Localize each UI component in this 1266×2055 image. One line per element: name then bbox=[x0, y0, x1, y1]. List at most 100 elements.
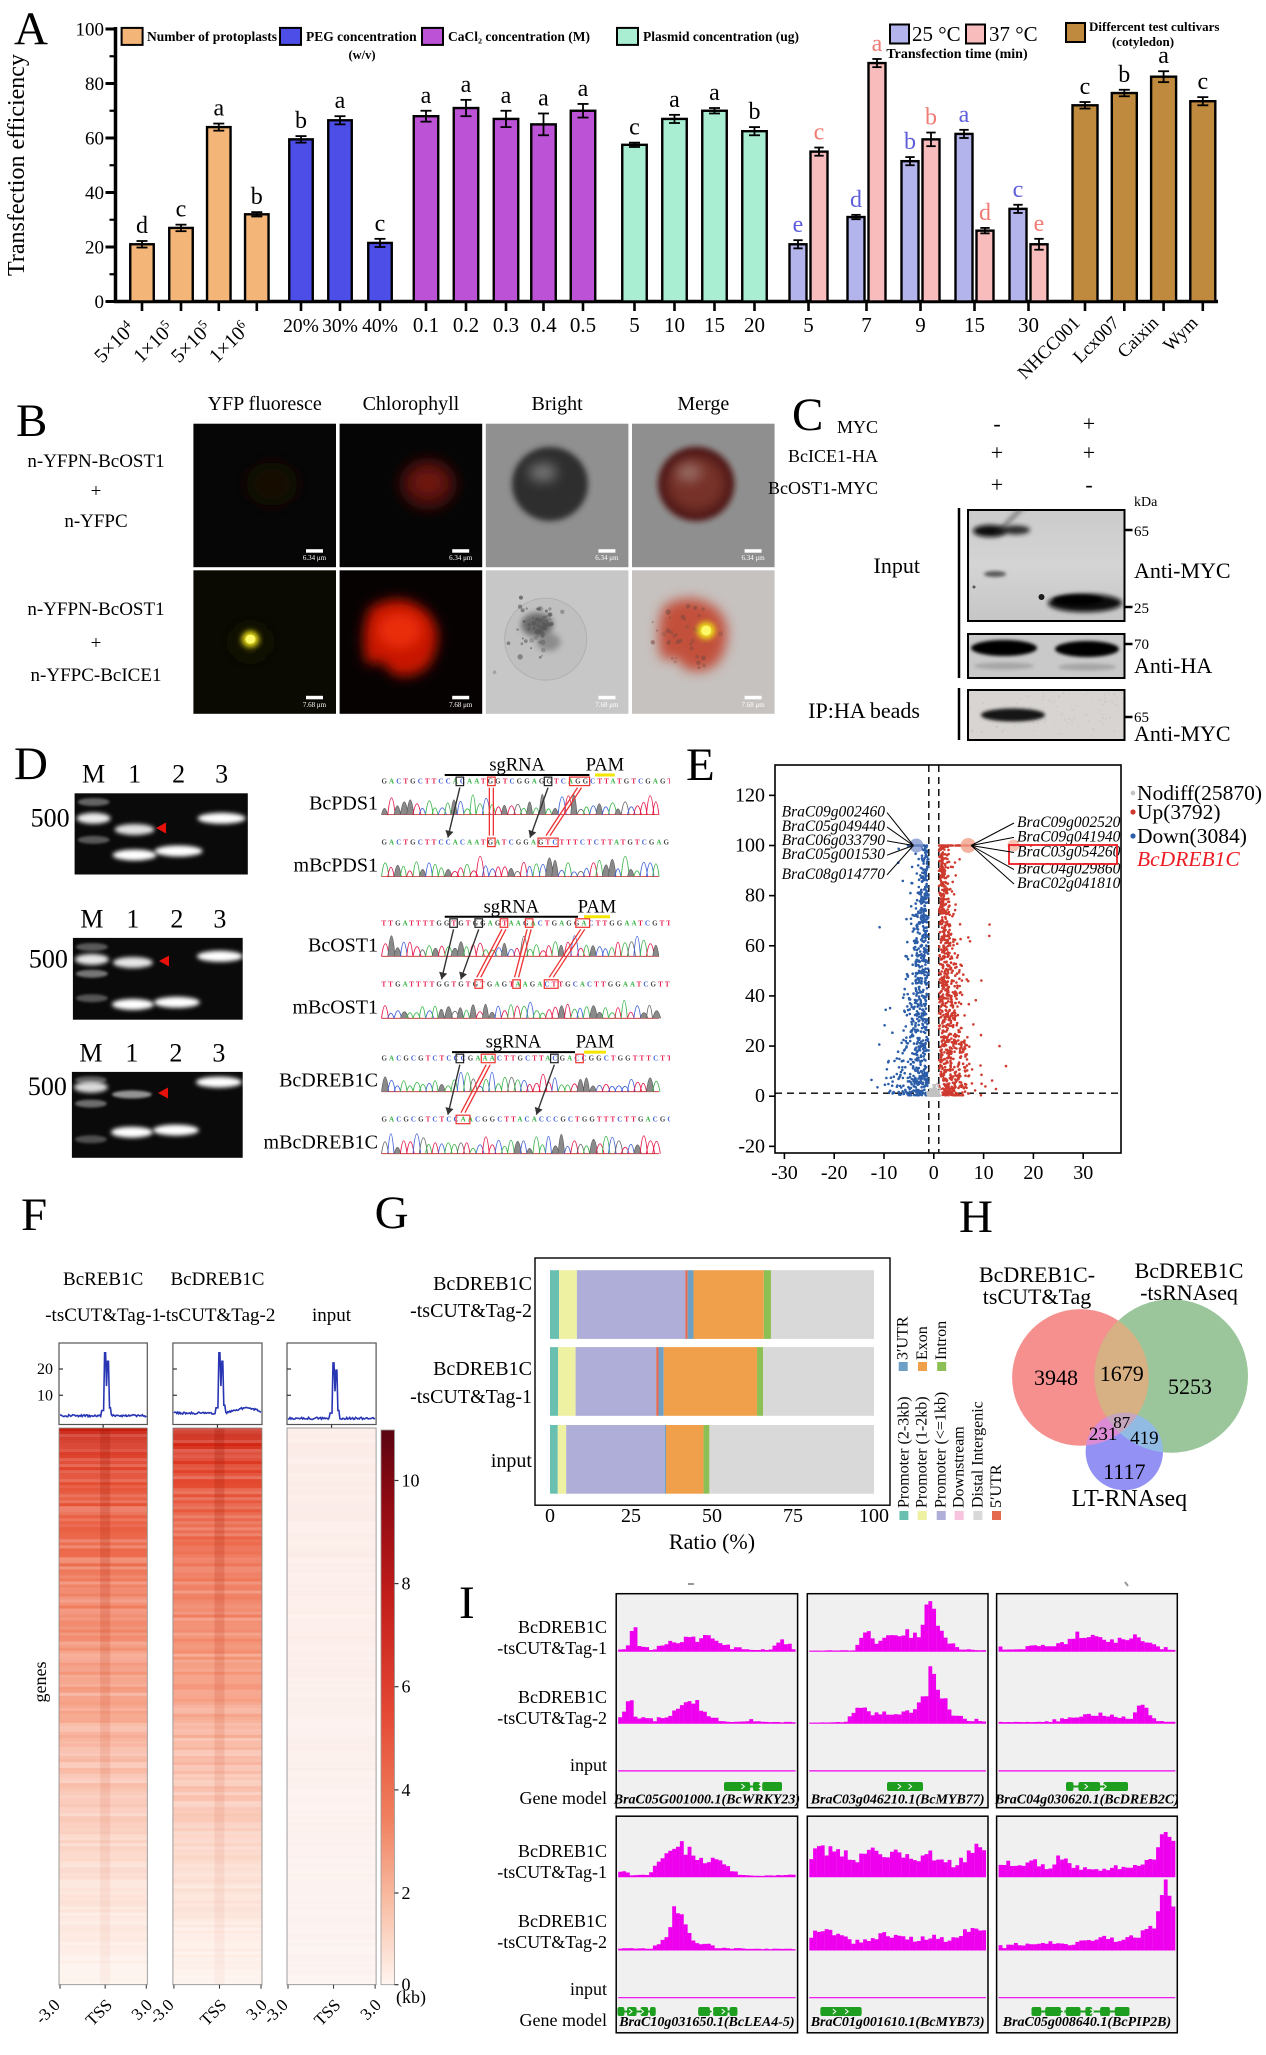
svg-text:5×104: 5×104 bbox=[89, 316, 140, 367]
svg-text:1679: 1679 bbox=[1100, 1361, 1144, 1386]
svg-text:B: B bbox=[16, 395, 47, 447]
svg-text:5×105: 5×105 bbox=[166, 317, 217, 368]
svg-text:b: b bbox=[749, 99, 761, 125]
svg-text:n-YFPN-BcOST1: n-YFPN-BcOST1 bbox=[27, 599, 164, 620]
svg-text:87: 87 bbox=[1113, 1413, 1131, 1432]
svg-text:sgRNA: sgRNA bbox=[489, 756, 545, 776]
svg-text:Caixin: Caixin bbox=[1114, 313, 1163, 362]
svg-text:5: 5 bbox=[803, 313, 814, 337]
svg-text:YFP fluoresce: YFP fluoresce bbox=[208, 393, 322, 415]
svg-text:PAM: PAM bbox=[586, 756, 624, 776]
svg-text:M: M bbox=[79, 1039, 102, 1068]
svg-text:0.2: 0.2 bbox=[453, 313, 479, 337]
svg-text:b: b bbox=[1118, 62, 1130, 88]
svg-text:25 °C: 25 °C bbox=[912, 22, 961, 46]
svg-text:6.34 μm: 6.34 μm bbox=[595, 554, 619, 562]
svg-text:500: 500 bbox=[28, 1072, 67, 1101]
svg-text:H: H bbox=[959, 1191, 993, 1243]
svg-text:0.5: 0.5 bbox=[570, 313, 596, 337]
svg-text:a: a bbox=[461, 72, 472, 98]
svg-text:10: 10 bbox=[974, 1162, 994, 1184]
svg-text:40%: 40% bbox=[362, 316, 398, 337]
svg-text:7.68 μm: 7.68 μm bbox=[741, 701, 765, 709]
svg-text:BraC05G001000.1(BcWRKY23): BraC05G001000.1(BcWRKY23) bbox=[613, 1793, 800, 1808]
svg-text:-20: -20 bbox=[821, 1162, 848, 1184]
svg-text:6: 6 bbox=[402, 1677, 411, 1697]
svg-text:20: 20 bbox=[745, 1035, 765, 1057]
svg-text:sgRNA: sgRNA bbox=[486, 1033, 542, 1053]
svg-text:-tsCUT&Tag-1: -tsCUT&Tag-1 bbox=[497, 1862, 607, 1882]
svg-text:-tsCUT&Tag-2: -tsCUT&Tag-2 bbox=[497, 1708, 607, 1728]
svg-text:-tsCUT&Tag-2: -tsCUT&Tag-2 bbox=[160, 1305, 276, 1326]
svg-text:10: 10 bbox=[664, 313, 685, 337]
svg-text:75: 75 bbox=[783, 1505, 803, 1527]
svg-text:Nodiff(25870): Nodiff(25870) bbox=[1137, 781, 1262, 805]
svg-text:1: 1 bbox=[125, 1039, 138, 1068]
svg-text:Wym: Wym bbox=[1160, 313, 1203, 356]
svg-text:Bright: Bright bbox=[532, 393, 584, 415]
svg-text:D: D bbox=[14, 738, 48, 790]
svg-text:15: 15 bbox=[704, 313, 725, 337]
svg-text:BcOST1: BcOST1 bbox=[308, 934, 378, 956]
svg-text:a: a bbox=[213, 96, 224, 122]
svg-text:a: a bbox=[1158, 43, 1169, 69]
svg-text:PEG concentration: PEG concentration bbox=[306, 29, 417, 44]
svg-text:Gene model: Gene model bbox=[520, 2010, 607, 2030]
svg-text:BraC04g030620.1(BcDREB2C): BraC04g030620.1(BcDREB2C) bbox=[994, 1793, 1179, 1808]
svg-text:1×106: 1×106 bbox=[204, 316, 255, 367]
svg-text:d: d bbox=[979, 200, 991, 226]
svg-text:Down(3084): Down(3084) bbox=[1137, 824, 1247, 848]
svg-text:BcOST1-MYC: BcOST1-MYC bbox=[768, 478, 878, 498]
svg-text:c: c bbox=[814, 120, 825, 146]
svg-text:BraC10g031650.1(BcLEA4-5): BraC10g031650.1(BcLEA4-5) bbox=[618, 2015, 794, 2030]
svg-text:a: a bbox=[669, 87, 680, 113]
svg-text:0.4: 0.4 bbox=[530, 313, 557, 337]
svg-text:Exon: Exon bbox=[914, 1326, 931, 1360]
svg-text:BcDREB1C: BcDREB1C bbox=[518, 1617, 607, 1637]
svg-text:231: 231 bbox=[1089, 1424, 1118, 1445]
svg-text:25: 25 bbox=[1134, 601, 1149, 617]
svg-text:BcDREB1C: BcDREB1C bbox=[518, 1687, 607, 1707]
svg-text:BraC09g002520: BraC09g002520 bbox=[1017, 814, 1121, 831]
svg-text:BcDREB1C-: BcDREB1C- bbox=[979, 1262, 1095, 1287]
svg-text:n-YFPC-BcICE1: n-YFPC-BcICE1 bbox=[31, 665, 162, 686]
svg-text:Promoter (<=1kb): Promoter (<=1kb) bbox=[933, 1392, 950, 1508]
svg-text:-20: -20 bbox=[738, 1135, 765, 1157]
svg-text:Number of protoplasts: Number of protoplasts bbox=[147, 29, 277, 44]
svg-text:BcDREB1C: BcDREB1C bbox=[518, 1841, 607, 1861]
svg-text:d: d bbox=[850, 187, 862, 213]
svg-text:-tsRNAseq: -tsRNAseq bbox=[1140, 1280, 1238, 1305]
svg-text:1117: 1117 bbox=[1103, 1459, 1145, 1484]
svg-text:LT-RNAseq: LT-RNAseq bbox=[1072, 1486, 1188, 1512]
svg-text:6.34 μm: 6.34 μm bbox=[741, 554, 765, 562]
svg-text:Promoter (2-3kb): Promoter (2-3kb) bbox=[895, 1396, 912, 1508]
svg-text:40: 40 bbox=[745, 985, 765, 1007]
svg-text:-10: -10 bbox=[871, 1162, 898, 1184]
svg-text:Anti-MYC: Anti-MYC bbox=[1134, 721, 1231, 746]
svg-text:Anti-MYC: Anti-MYC bbox=[1134, 558, 1231, 583]
svg-text:input: input bbox=[491, 1450, 533, 1472]
svg-text:Intron: Intron bbox=[933, 1321, 950, 1360]
svg-text:20: 20 bbox=[744, 313, 765, 337]
svg-text:PAM: PAM bbox=[576, 1033, 614, 1053]
svg-text:50: 50 bbox=[702, 1505, 722, 1527]
svg-text:5: 5 bbox=[629, 313, 640, 337]
svg-text:0: 0 bbox=[402, 1975, 411, 1995]
svg-text:b: b bbox=[904, 129, 916, 155]
svg-text:-tsCUT&Tag-2: -tsCUT&Tag-2 bbox=[410, 1300, 532, 1322]
svg-text:genes: genes bbox=[30, 1662, 50, 1703]
svg-text:100: 100 bbox=[735, 835, 765, 857]
svg-text:GACTGCTTCCACAATGATCGGAGTCTTTCT: GACTGCTTCCACAATGATCGGAGTCTTTCTCTTATGTCGA… bbox=[382, 839, 671, 847]
svg-text:n-YFPC: n-YFPC bbox=[64, 511, 127, 532]
svg-text:e: e bbox=[1034, 211, 1045, 237]
svg-text:BraC05g049440: BraC05g049440 bbox=[782, 818, 886, 835]
svg-text:+: + bbox=[991, 472, 1003, 497]
svg-text:3: 3 bbox=[215, 760, 228, 789]
svg-text:5′UTR: 5′UTR bbox=[988, 1464, 1005, 1508]
svg-text:0.3: 0.3 bbox=[493, 313, 519, 337]
svg-text:Transfection time (min): Transfection time (min) bbox=[886, 47, 1028, 62]
svg-text:TSS: TSS bbox=[196, 1995, 230, 2029]
svg-text:80: 80 bbox=[85, 74, 104, 95]
svg-text:TSS: TSS bbox=[310, 1995, 344, 2029]
svg-text:60: 60 bbox=[85, 129, 104, 150]
